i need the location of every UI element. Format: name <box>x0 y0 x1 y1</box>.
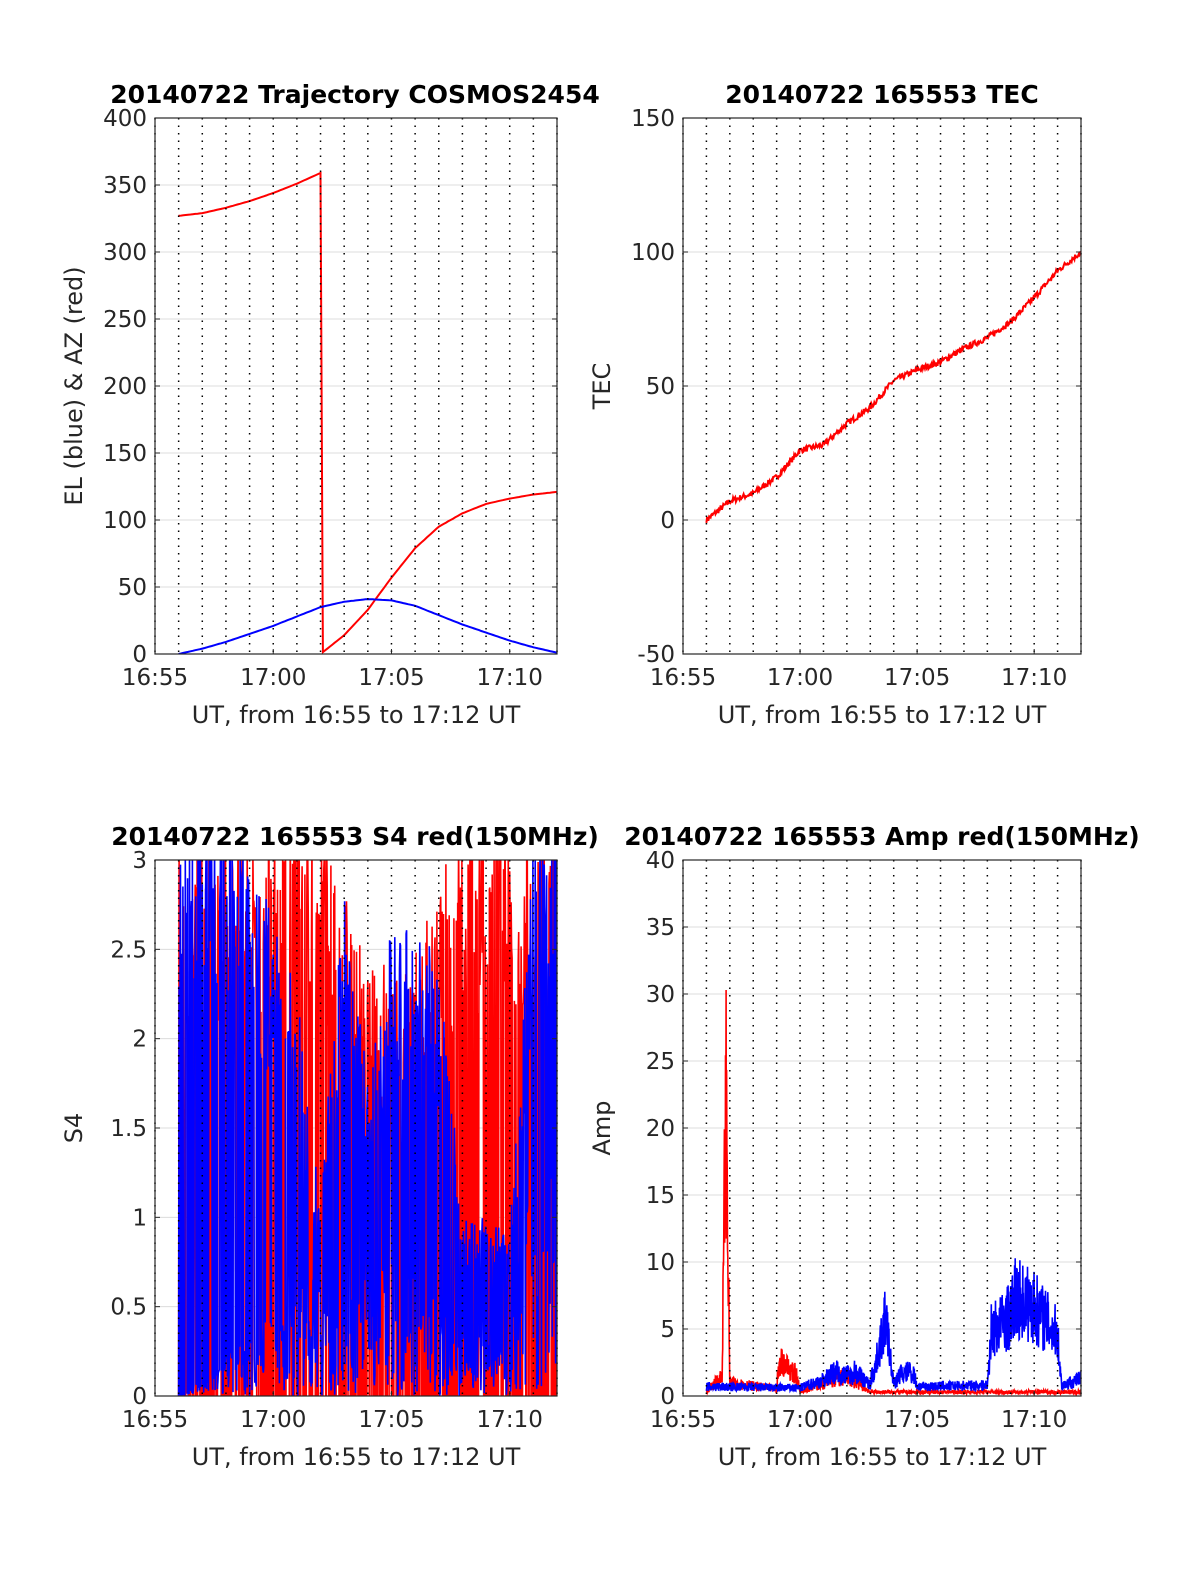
y-tick-label: 350 <box>103 173 147 199</box>
x-axis-label: UT, from 16:55 to 17:12 UT <box>718 1443 1047 1471</box>
series-line-1 <box>705 1258 1081 1394</box>
series-line-0 <box>178 171 557 654</box>
y-tick-label: 200 <box>103 374 147 400</box>
s4-panel: 0 0.5 1 1.5 2 2.5 3 16:55 17:00 17:05 17:10 2014072… <box>60 822 599 1471</box>
y-tick-label: 25 <box>646 1049 675 1075</box>
x-tick-label: 16:55 <box>122 1407 188 1433</box>
y-tick-label: 35 <box>646 915 675 941</box>
x-tick-label: 17:10 <box>477 665 543 691</box>
x-tick-label: 16:55 <box>122 665 188 691</box>
x-axis-label: UT, from 16:55 to 17:12 UT <box>192 701 521 729</box>
tec-panel: -50 0 50 100 150 16:55 17:00 17:05 17:10 20140722… <box>588 80 1082 729</box>
y-axis-label: S4 <box>60 1113 88 1144</box>
y-tick-label: 50 <box>646 374 675 400</box>
y-tick-label: 1 <box>132 1205 147 1231</box>
amp-panel: 0 5 10 15 20 25 30 35 40 16:55 17:00 17:05 17:10 2014… <box>588 822 1140 1471</box>
chart-title: 20140722 Trajectory COSMOS2454 <box>110 80 600 109</box>
x-tick-label: 17:05 <box>884 1407 950 1433</box>
x-tick-label: 17:00 <box>240 665 306 691</box>
y-tick-label: 0.5 <box>110 1295 147 1321</box>
x-tick-label: 17:10 <box>1001 1407 1067 1433</box>
y-axis-label: EL (blue) & AZ (red) <box>60 266 88 505</box>
chart-title: 20140722 165553 TEC <box>725 80 1038 109</box>
x-tick-label: 17:05 <box>884 665 950 691</box>
x-tick-label: 17:05 <box>358 1407 424 1433</box>
y-tick-label: -50 <box>637 642 675 668</box>
y-tick-label: 20 <box>646 1116 675 1142</box>
x-tick-label: 17:00 <box>767 665 833 691</box>
x-tick-label: 16:55 <box>650 665 716 691</box>
x-axis-label: UT, from 16:55 to 17:12 UT <box>192 1443 521 1471</box>
y-tick-label: 5 <box>660 1317 675 1343</box>
y-tick-label: 15 <box>646 1183 675 1209</box>
y-tick-label: 400 <box>103 106 147 132</box>
trajectory-panel: 0 50 100 150 200 250 300 350 400 16:55 17:00 17:05 1… <box>60 80 600 729</box>
y-tick-label: 150 <box>631 106 675 132</box>
y-tick-label: 3 <box>132 848 147 874</box>
y-tick-label: 100 <box>103 508 147 534</box>
y-tick-label: 30 <box>646 982 675 1008</box>
y-tick-label: 0 <box>660 508 675 534</box>
x-tick-label: 16:55 <box>650 1407 716 1433</box>
x-tick-label: 17:10 <box>1001 665 1067 691</box>
y-tick-label: 40 <box>646 848 675 874</box>
y-tick-label: 150 <box>103 441 147 467</box>
y-axis-label: Amp <box>588 1100 616 1155</box>
chart-title: 20140722 165553 Amp red(150MHz) <box>624 822 1140 851</box>
chart-title: 20140722 165553 S4 red(150MHz) <box>111 822 599 851</box>
x-tick-label: 17:10 <box>477 1407 543 1433</box>
y-tick-label: 50 <box>118 575 147 601</box>
y-tick-label: 1.5 <box>110 1116 147 1142</box>
y-tick-label: 0 <box>132 1384 147 1410</box>
x-tick-label: 17:00 <box>240 1407 306 1433</box>
y-tick-label: 250 <box>103 307 147 333</box>
y-tick-label: 2.5 <box>110 937 147 963</box>
y-tick-label: 0 <box>132 642 147 668</box>
x-axis-label: UT, from 16:55 to 17:12 UT <box>718 701 1047 729</box>
x-tick-label: 17:05 <box>358 665 424 691</box>
y-tick-label: 300 <box>103 240 147 266</box>
y-axis-label: TEC <box>588 363 616 411</box>
x-tick-label: 17:00 <box>767 1407 833 1433</box>
y-tick-label: 0 <box>660 1384 675 1410</box>
y-tick-label: 100 <box>631 240 675 266</box>
y-tick-label: 10 <box>646 1250 675 1276</box>
y-tick-label: 2 <box>132 1027 147 1053</box>
